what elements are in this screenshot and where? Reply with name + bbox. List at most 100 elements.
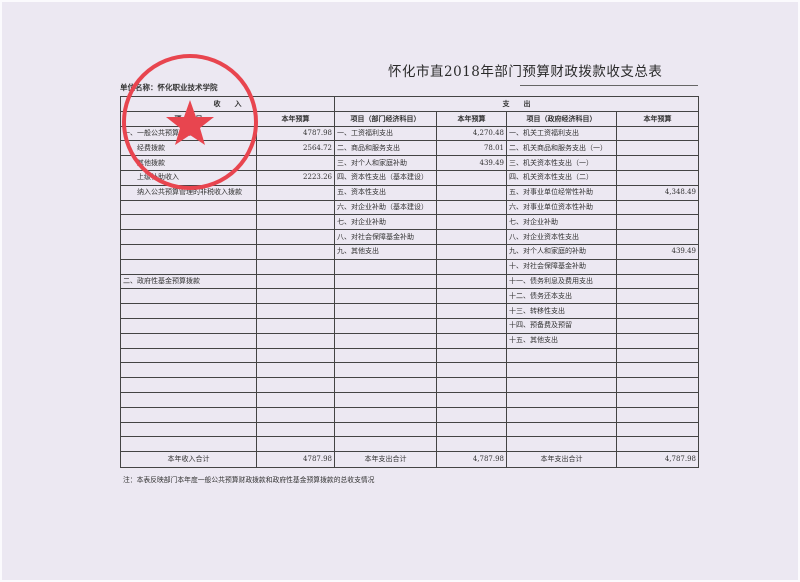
income-budget [256,288,335,305]
gov-budget [616,155,699,171]
income-budget [256,421,335,438]
gov-budget [616,214,699,231]
income-budget [256,332,335,349]
income-item [120,317,257,334]
income-item [120,391,257,408]
gov-budget [616,317,699,334]
dept-item: 七、对企业补助 [334,214,437,231]
expense-header: 支 出 [334,96,699,112]
income-item [120,332,257,349]
gov-item: 十、对社会保障基金补助 [506,258,617,275]
dept-item [334,303,437,319]
dept-item [334,288,437,305]
dept-budget: 4,270.48 [436,125,507,142]
dept-budget [436,199,507,216]
gov-item [506,377,617,393]
col-dept-item: 项目（部门经济科目） [334,110,437,127]
dept-budget [436,229,507,245]
gov-budget [616,377,699,393]
dept-item: 九、其他支出 [334,243,437,260]
dept-budget [436,258,507,275]
income-item [120,288,257,305]
dept-budget [436,377,507,393]
gov-item [506,421,617,438]
income-budget [256,303,335,319]
dept-budget [436,391,507,408]
table-row [120,421,699,438]
income-item [120,258,257,275]
table-row: 十、对社会保障基金补助 [120,258,699,275]
income-budget: 2223.26 [256,169,335,186]
col-item: 项 目 [120,110,257,127]
income-total-value: 4787.98 [256,451,335,469]
dept-total-label: 本年支出合计 [334,451,437,469]
dept-budget [436,184,507,201]
gov-item [506,406,617,423]
table-row: 十三、转移性支出 [120,303,699,319]
gov-budget [616,347,699,364]
table-row: 上级补助收入 2223.26 四、资本性支出（基本建设） 四、机关资本性支出（二） [120,169,699,186]
document-title: 怀化市直2018年部门预算财政拨款收支总表 [388,64,663,80]
income-budget [256,258,335,275]
gov-budget [616,140,699,157]
gov-item: 十五、其他支出 [506,332,617,349]
col-dept-budget: 本年预算 [436,110,507,127]
gov-item: 三、机关资本性支出（一） [506,155,617,171]
dept-item [334,436,437,453]
table-row [120,347,699,364]
income-item [120,199,257,216]
dept-item: 六、对企业补助（基本建设） [334,199,437,216]
col-income-budget: 本年预算 [256,110,335,127]
income-budget [256,406,335,423]
table-row: 经费拨款 2564.72 二、商品和服务支出 78.01 二、机关商品和服务支出（一） [120,140,699,157]
income-budget: 2564.72 [256,140,335,157]
dept-item [334,317,437,334]
income-budget [256,155,335,171]
gov-item: 八、对企业资本性支出 [506,229,617,245]
totals-row: 本年收入合计 4787.98 本年支出合计 4,787.98 本年支出合计 4,… [120,451,699,469]
dept-item: 三、对个人和家庭补助 [334,155,437,171]
gov-total-value: 4,787.98 [616,451,699,469]
dept-item [334,391,437,408]
income-item: 上级补助收入 [120,169,257,186]
income-budget [256,317,335,334]
income-budget [256,243,335,260]
income-item: 纳入公共预算管理的非税收入拨款 [120,184,257,201]
col-gov-item: 项目（政府经济科目） [506,110,617,127]
gov-budget [616,199,699,216]
table-row [120,436,699,453]
gov-budget [616,362,699,379]
income-item: 其他拨款 [120,155,257,171]
title-underline [520,85,698,86]
dept-budget [436,347,507,364]
dept-budget [436,303,507,319]
gov-item: 二、机关商品和服务支出（一） [506,140,617,157]
income-budget [256,229,335,245]
dept-budget [436,317,507,334]
gov-item: 十三、转移性支出 [506,303,617,319]
dept-item [334,347,437,364]
dept-item [334,362,437,379]
table-row: 六、对企业补助（基本建设） 六、对事业单位资本性补助 [120,199,699,216]
table-row [120,377,699,393]
gov-item: 一、机关工资福利支出 [506,125,617,142]
income-item [120,406,257,423]
dept-budget [436,273,507,290]
unit-name: 单位名称：怀化职业技术学院 [120,83,218,92]
gov-item: 七、对企业补助 [506,214,617,231]
income-item: 经费拨款 [120,140,257,157]
table-row: 其他拨款 三、对个人和家庭补助 439.49 三、机关资本性支出（一） [120,155,699,171]
income-budget [256,347,335,364]
income-budget: 4787.98 [256,125,335,142]
income-budget [256,273,335,290]
gov-budget [616,406,699,423]
footnote: 注：本表反映部门本年度一般公共预算财政拨款和政府性基金预算拨款的总收支情况 [123,476,375,484]
dept-budget [436,243,507,260]
dept-item [334,406,437,423]
gov-total-label: 本年支出合计 [506,451,617,469]
income-item: 一、一般公共预算拨款 [120,125,257,142]
income-item [120,421,257,438]
gov-item [506,391,617,408]
dept-item: 五、资本性支出 [334,184,437,201]
dept-item: 八、对社会保障基金补助 [334,229,437,245]
